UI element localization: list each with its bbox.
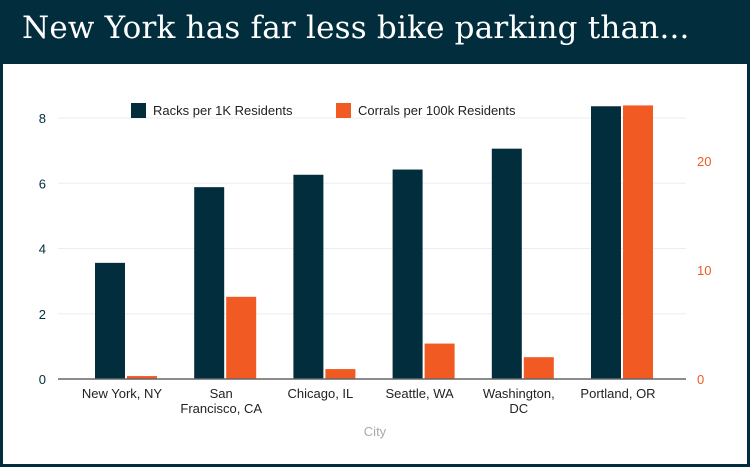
category-label: New York, NY [82, 386, 163, 401]
right-axis-tick: 0 [697, 372, 704, 387]
category-label: Francisco, CA [180, 401, 262, 416]
category-label: Chicago, IL [288, 386, 354, 401]
bar-corrals [226, 296, 257, 379]
legend-label-racks: Racks per 1K Residents [153, 103, 293, 118]
bar-corrals [523, 357, 554, 379]
bar-racks [491, 148, 522, 379]
bar-corrals [325, 369, 356, 379]
bar-corrals [623, 105, 653, 379]
right-axis-tick: 20 [697, 154, 711, 169]
category-label: Seattle, WA [386, 386, 454, 401]
left-axis-tick: 4 [39, 242, 46, 257]
legend-swatch-racks [131, 103, 146, 118]
legend-label-corrals: Corrals per 100k Residents [358, 103, 516, 118]
left-axis-tick: 8 [39, 111, 46, 126]
left-axis-tick: 6 [39, 176, 46, 191]
bar-racks [293, 174, 324, 379]
legend-swatch-corrals [336, 103, 351, 118]
bar-corrals [424, 343, 455, 379]
left-axis-tick: 2 [39, 307, 46, 322]
bar-corrals [127, 376, 157, 379]
category-label: Portland, OR [580, 386, 655, 401]
x-axis-label: City [364, 424, 387, 439]
category-label: DC [509, 401, 528, 416]
bar-racks [591, 106, 621, 379]
bar-racks [95, 262, 125, 379]
right-axis-tick: 10 [697, 263, 711, 278]
bar-racks [392, 169, 423, 379]
category-label: Washington, [483, 386, 555, 401]
chart-title: New York has far less bike parking than.… [22, 10, 690, 46]
category-label: San [210, 386, 233, 401]
left-axis-tick: 0 [39, 372, 46, 387]
bar-racks [194, 187, 225, 379]
